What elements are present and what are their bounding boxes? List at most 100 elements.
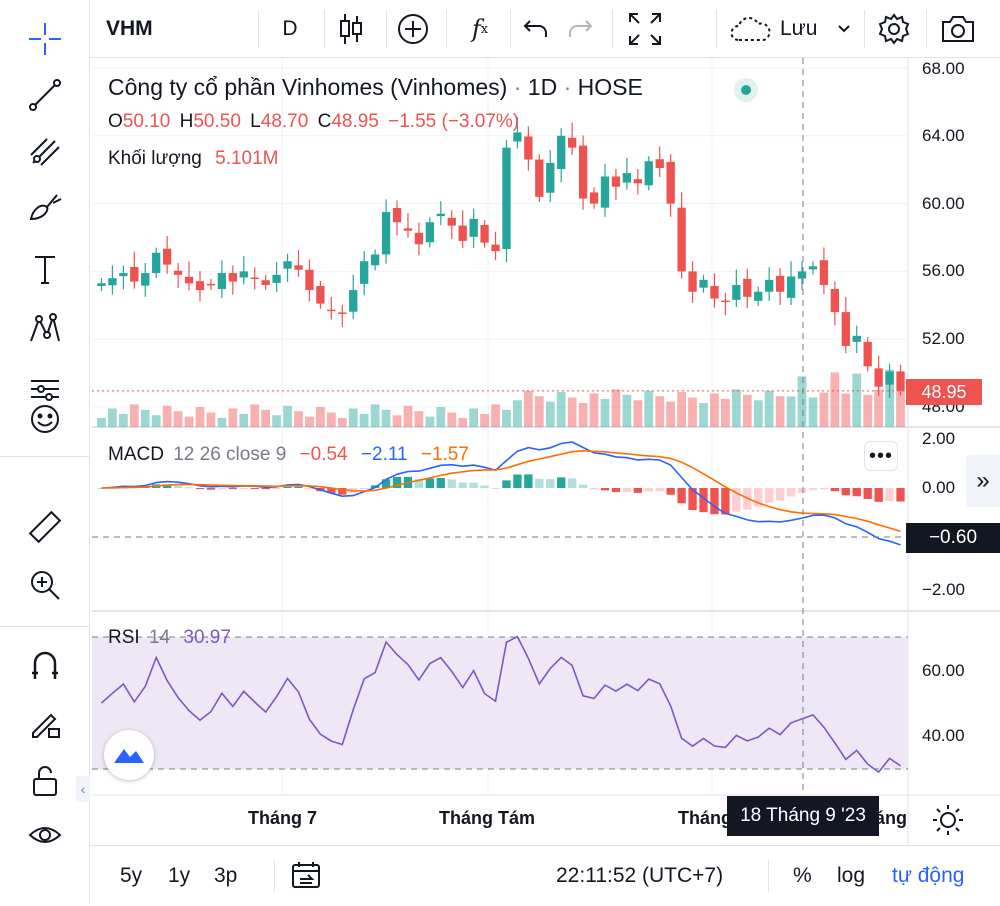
magnet-icon[interactable] <box>15 642 75 688</box>
candle-body <box>611 176 621 187</box>
volume-bar <box>699 403 708 427</box>
candle-body <box>184 276 194 284</box>
volume-bar <box>841 393 851 427</box>
volume-bar <box>721 398 730 427</box>
sun-icon[interactable] <box>930 802 966 838</box>
chart-canvas[interactable] <box>0 0 1000 845</box>
volume-bar <box>206 412 216 427</box>
volume-bar <box>797 376 807 427</box>
volume-bar <box>414 411 424 427</box>
candle-body <box>852 335 861 342</box>
candle-body <box>721 300 730 303</box>
auto-scale-toggle[interactable]: tự động <box>892 864 965 887</box>
pattern-icon[interactable] <box>15 306 75 352</box>
brush-icon[interactable] <box>15 184 75 230</box>
fullscreen-icon[interactable] <box>622 0 668 58</box>
macd-histogram-bar <box>327 488 336 494</box>
macd-histogram-bar <box>305 488 314 489</box>
more-options-button[interactable]: ••• <box>864 441 898 471</box>
ruler-icon[interactable] <box>15 504 75 550</box>
candle-body <box>469 218 478 237</box>
candle-body <box>316 285 325 304</box>
emoji-icon[interactable] <box>15 396 75 442</box>
range-5y[interactable]: 5y <box>120 864 143 887</box>
signal-line <box>101 449 901 533</box>
lock-drawing-icon[interactable] <box>15 700 75 746</box>
macd-histogram-bar <box>283 486 292 488</box>
settings-icon[interactable] <box>872 0 916 58</box>
volume-bar <box>118 413 128 427</box>
undo-icon[interactable] <box>518 0 554 58</box>
date-range-icon[interactable] <box>290 846 322 906</box>
drawing-toolbar <box>0 0 90 905</box>
macd-histogram-bar <box>272 488 281 489</box>
volume-bar <box>480 413 489 427</box>
candle-body <box>743 278 752 297</box>
collapse-toolbar-icon[interactable]: ‹ <box>76 776 90 802</box>
forecast-icon[interactable] <box>15 366 75 412</box>
candle-body <box>458 225 467 241</box>
candle-body <box>765 279 774 292</box>
volume-bar <box>666 401 676 427</box>
trend-line-icon[interactable] <box>15 72 75 118</box>
candle-body <box>327 309 336 312</box>
volume-bar <box>458 418 468 427</box>
eye-icon[interactable] <box>15 812 75 858</box>
volume-bar <box>819 392 829 427</box>
time-tick-next: áng <box>875 808 908 828</box>
candle-body <box>381 212 391 255</box>
low-value: 48.70 <box>260 111 309 132</box>
add-indicator-icon[interactable] <box>392 0 434 58</box>
price-tick: 60.00 <box>922 194 965 213</box>
market-status-icon[interactable] <box>734 78 758 102</box>
unlock-icon[interactable] <box>15 758 75 804</box>
candle-body <box>699 279 708 288</box>
interval-button[interactable]: D <box>282 17 298 40</box>
percent-toggle[interactable]: % <box>793 864 812 887</box>
clock-timezone[interactable]: 22:11:52 (UTC+7) <box>556 864 724 887</box>
candle-body <box>567 137 577 148</box>
macd-histogram-bar <box>480 485 489 488</box>
symbol-search[interactable]: VHM <box>106 17 153 40</box>
macd-histogram-bar <box>578 484 588 488</box>
pitchfork-icon[interactable] <box>15 128 75 174</box>
rsi-tick: 40.00 <box>922 726 965 745</box>
candle-body <box>546 162 555 193</box>
range-1y[interactable]: 1y <box>168 864 191 887</box>
bottom-toolbar: 5y 1y 3p 22:11:52 (UTC+7) % log tự động <box>90 845 1000 905</box>
macd-histogram-bar <box>294 486 303 488</box>
redo-icon[interactable] <box>562 0 598 58</box>
macd-histogram-bar <box>710 488 719 515</box>
volume-bar <box>885 369 894 427</box>
macd-histogram-bar <box>239 488 248 489</box>
candle-body <box>447 217 456 226</box>
macd-histogram-bar <box>557 477 566 488</box>
expand-panel-chevron-icon[interactable]: » <box>966 455 1000 507</box>
candle-body <box>830 289 840 313</box>
candles-icon[interactable] <box>330 0 372 58</box>
candle-body <box>535 159 544 197</box>
ohlc-row: O50.10 H50.50 L48.70 C48.95 −1.55 (−3.07… <box>108 111 520 132</box>
macd-histogram-bar <box>184 487 194 489</box>
macd-tick: 0.00 <box>922 478 956 497</box>
macd-histogram-bar <box>863 488 872 500</box>
log-toggle[interactable]: log <box>837 864 866 887</box>
volume-bar <box>502 409 511 427</box>
candle-body <box>677 207 686 272</box>
volume-bar <box>370 404 380 427</box>
volume-bar <box>852 373 862 427</box>
camera-icon[interactable] <box>936 0 980 58</box>
save-button[interactable]: Lưu <box>730 0 862 58</box>
range-3m[interactable]: 3p <box>214 864 238 887</box>
text-tool-icon[interactable] <box>15 246 75 292</box>
macd-histogram-bar <box>491 488 500 489</box>
volume-bar <box>491 404 500 427</box>
zoom-in-icon[interactable] <box>15 562 75 608</box>
macd-histogram-bar <box>195 488 205 490</box>
crosshair-icon[interactable] <box>15 16 75 62</box>
macd-signal-value: −1.57 <box>420 444 469 465</box>
macd-histogram-bar <box>458 482 467 488</box>
volume-bar <box>589 393 599 427</box>
volume-bar <box>611 389 621 427</box>
